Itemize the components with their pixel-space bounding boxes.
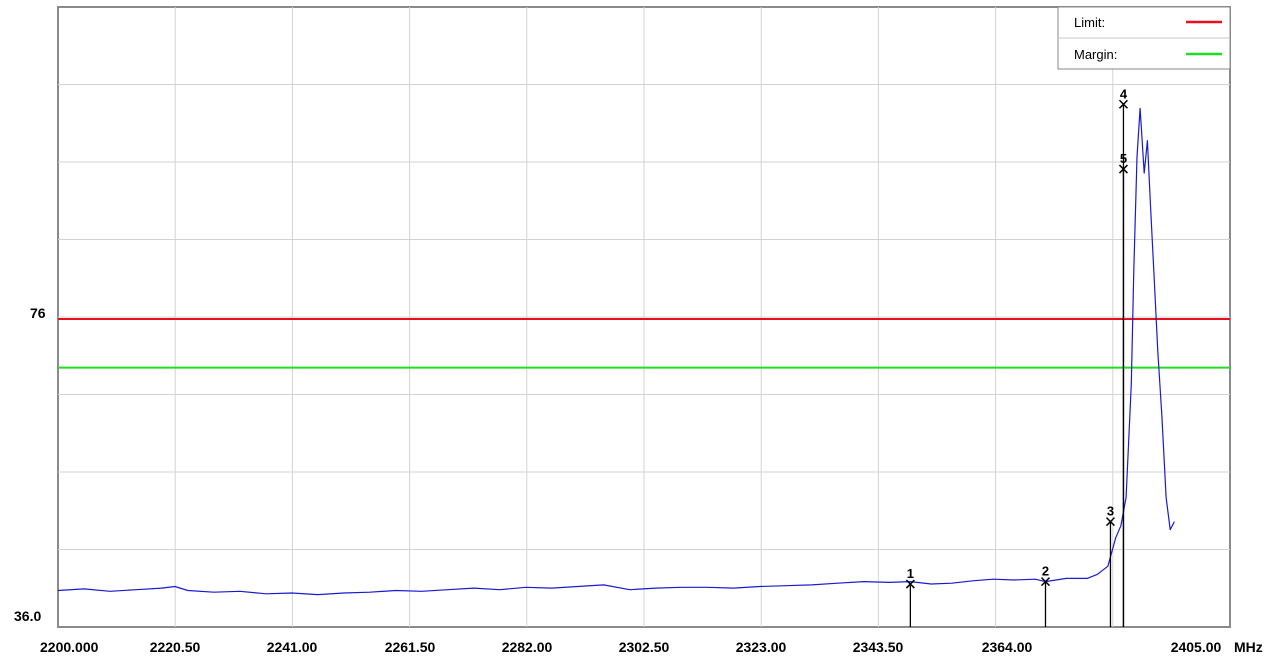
y-tick-label: 76 <box>30 305 46 321</box>
x-tick-label: 2241.00 <box>267 639 318 655</box>
marker-cross <box>1040 577 1051 587</box>
tick-labels: 2200.000 2220.50 2241.00 2261.50 2282.00 2302… <box>14 305 1263 655</box>
x-unit-label: MHz <box>1234 639 1263 655</box>
legend-label: Margin: <box>1074 47 1117 62</box>
reference-lines <box>58 318 1230 369</box>
grid-lines <box>58 7 1230 627</box>
x-tick-label: 2261.50 <box>385 639 436 655</box>
marker-cross <box>1118 99 1128 109</box>
marker-label: 3 <box>1107 504 1114 519</box>
marker-cross <box>905 579 915 589</box>
marker-label: 4 <box>1120 86 1128 101</box>
marker-label: 5 <box>1120 151 1127 166</box>
marker-cross <box>1118 164 1128 174</box>
series-line <box>57 107 1175 596</box>
marker-cross <box>1105 517 1115 527</box>
x-tick-label: 2343.50 <box>853 639 904 655</box>
x-tick-label: 2282.00 <box>502 639 553 655</box>
marker-label: 1 <box>907 566 914 581</box>
x-tick-label: 2405.00 <box>1171 639 1222 655</box>
x-tick-label: 2200.000 <box>40 639 99 655</box>
x-tick-label: 2220.50 <box>150 639 201 655</box>
y-tick-label: 36.0 <box>14 608 41 624</box>
markers: 1 2 3 4 5 <box>905 86 1128 627</box>
legend-label: Limit: <box>1074 15 1105 30</box>
legend: Limit: Margin: <box>1057 6 1231 70</box>
x-tick-label: 2364.00 <box>982 639 1033 655</box>
x-tick-label: 2323.00 <box>736 639 787 655</box>
series-layer <box>57 107 1175 596</box>
marker-label: 2 <box>1042 564 1049 579</box>
x-tick-label: 2302.50 <box>619 639 670 655</box>
